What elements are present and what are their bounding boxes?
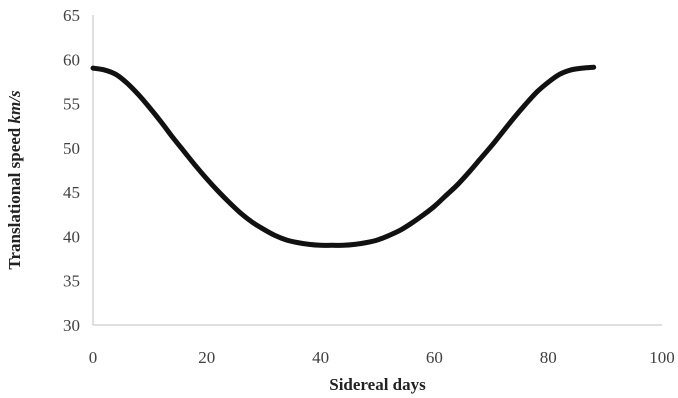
y-tick-label: 40 (63, 227, 80, 246)
y-tick-labels: 30 35 40 45 50 55 60 65 (63, 6, 80, 335)
x-tick-labels: 0 20 40 60 80 100 (89, 348, 675, 367)
axes-layer (93, 15, 662, 325)
y-tick-label: 60 (63, 50, 80, 69)
x-tick-label: 0 (89, 348, 98, 367)
y-axis-title: Translational speed km/s (5, 90, 24, 270)
series-line (93, 67, 594, 245)
x-tick-label: 20 (198, 348, 215, 367)
y-tick-label: 65 (63, 6, 80, 25)
x-tick-label: 80 (540, 348, 557, 367)
y-tick-label: 55 (63, 95, 80, 114)
x-tick-label: 100 (649, 348, 675, 367)
y-tick-label: 50 (63, 139, 80, 158)
y-axis-title-text: Translational speed (5, 123, 24, 269)
y-tick-label: 30 (63, 316, 80, 335)
series-layer (93, 67, 594, 245)
x-tick-label: 60 (426, 348, 443, 367)
y-tick-label: 35 (63, 272, 80, 291)
x-tick-label: 40 (312, 348, 329, 367)
x-axis-title: Sidereal days (329, 375, 426, 394)
y-axis-title-unit: km/s (5, 90, 24, 123)
y-tick-label: 45 (63, 183, 80, 202)
